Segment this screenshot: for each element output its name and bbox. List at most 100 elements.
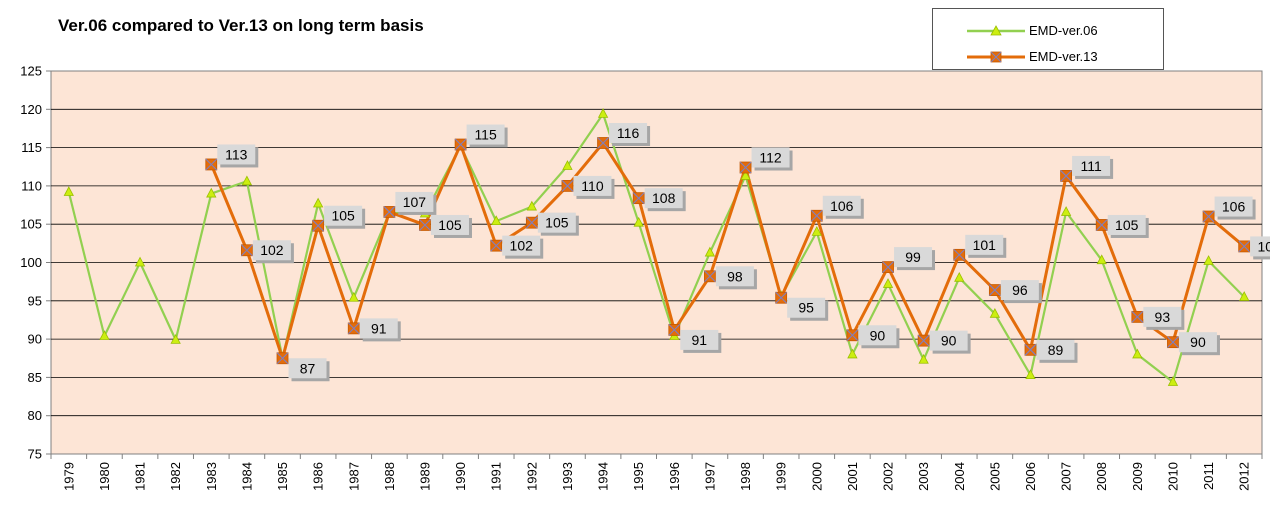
data-label-ver13-1992: 105 [537, 212, 579, 236]
data-label-ver13-1989: 105 [430, 214, 472, 238]
y-tick-label-120: 120 [20, 102, 42, 117]
svg-text:91: 91 [371, 320, 387, 336]
point-ver06-2008 [1096, 254, 1107, 265]
point-ver06-1981 [134, 256, 146, 267]
data-label-ver13-2010: 90 [1178, 332, 1220, 356]
point-ver06-1987 [348, 291, 359, 302]
y-tick-label-80: 80 [28, 408, 42, 423]
x-tick-label-1984: 1984 [239, 462, 254, 491]
x-tick-label-1990: 1990 [453, 462, 468, 491]
svg-text:111: 111 [1080, 158, 1101, 174]
chart-title: Ver.06 compared to Ver.13 on long term b… [58, 16, 424, 35]
svg-text:89: 89 [1048, 342, 1064, 358]
data-label-ver13-1995: 108 [644, 188, 686, 212]
data-label-ver13-1999: 95 [787, 297, 829, 321]
point-ver06-2000 [811, 226, 822, 236]
point-ver13-1991 [490, 239, 503, 252]
data-label-ver13-2002: 99 [894, 247, 936, 271]
svg-text:99: 99 [905, 249, 921, 265]
point-ver13-1990 [454, 138, 467, 151]
x-tick-label-1985: 1985 [275, 462, 290, 491]
x-tick-label-1991: 1991 [489, 462, 504, 491]
x-tick-label-2004: 2004 [952, 462, 967, 491]
legend-swatch-ver06 [967, 25, 1025, 36]
data-label-ver13-1987: 91 [359, 318, 401, 342]
data-label-ver13-1988: 107 [395, 191, 437, 215]
x-tick-label-1999: 1999 [774, 462, 789, 491]
x-tick-label-2005: 2005 [987, 462, 1002, 491]
data-labels: 113 102 87 105 91 107 105 115 102 105 110 116 108 91 9… [217, 123, 1270, 382]
point-ver06-2001 [847, 348, 858, 359]
svg-text:107: 107 [403, 194, 427, 210]
x-tick-label-1980: 1980 [97, 462, 112, 491]
point-ver06-1983 [206, 187, 217, 198]
point-ver06-1997 [704, 246, 716, 257]
point-ver06-1998 [740, 170, 751, 180]
point-ver13-1998 [739, 161, 752, 174]
point-ver13-2000 [810, 209, 823, 222]
legend-swatch-ver13 [967, 51, 1025, 63]
point-ver06-1979 [63, 186, 74, 196]
svg-text:106: 106 [1222, 199, 1246, 215]
svg-text:116: 116 [617, 125, 640, 141]
series-layer [63, 108, 1251, 386]
data-label-ver13-2007: 111 [1072, 155, 1114, 179]
x-tick-label-1998: 1998 [738, 462, 753, 491]
x-tick-label-2003: 2003 [916, 462, 931, 491]
point-ver13-2011 [1202, 210, 1215, 223]
x-tick-label-1981: 1981 [133, 462, 148, 491]
point-ver06-2002 [882, 278, 894, 288]
svg-text:90: 90 [1190, 334, 1206, 350]
data-label-ver13-1993: 110 [573, 175, 615, 199]
x-tick-label-2000: 2000 [809, 462, 824, 491]
svg-text:105: 105 [545, 215, 569, 231]
svg-text:102: 102 [510, 238, 534, 254]
series-line-ver06 [67, 112, 1245, 384]
point-ver13-1984 [240, 244, 253, 257]
x-tick-label-1982: 1982 [168, 462, 183, 491]
point-ver06-2003 [918, 353, 929, 364]
x-tick-label-1993: 1993 [560, 462, 575, 491]
point-ver13-2008 [1095, 219, 1108, 231]
x-tick-label-2006: 2006 [1023, 462, 1038, 491]
point-ver06-2010 [1167, 376, 1179, 386]
point-ver06-1980 [99, 330, 110, 340]
point-ver06-1991 [491, 215, 502, 226]
svg-text:112: 112 [759, 150, 782, 166]
x-tick-label-2012: 2012 [1237, 462, 1252, 491]
y-tick-label-100: 100 [20, 255, 42, 270]
point-ver06-2007 [1060, 206, 1072, 216]
point-ver06-1982 [170, 334, 181, 344]
svg-text:98: 98 [727, 268, 743, 284]
data-label-ver13-1997: 98 [715, 266, 757, 290]
svg-text:90: 90 [941, 333, 957, 349]
svg-text:101: 101 [973, 237, 997, 253]
y-tick-label-115: 115 [21, 140, 42, 155]
point-ver13-2004 [953, 248, 966, 261]
point-ver13-1986 [312, 219, 325, 232]
point-ver06-2005 [989, 307, 1001, 318]
data-label-ver13-2004: 101 [965, 234, 1007, 258]
point-ver06-2012 [1239, 291, 1250, 301]
data-label-ver13-1994: 116 [609, 123, 651, 147]
x-tick-label-2009: 2009 [1130, 462, 1145, 491]
x-tick-label-1979: 1979 [61, 462, 76, 491]
point-ver13-1993 [561, 179, 574, 192]
y-tick-label-110: 110 [21, 178, 42, 193]
data-label-ver13-2005: 96 [1000, 280, 1042, 304]
y-axis: 75 80 85 90 95 100 105 110 115 120 125 [20, 64, 51, 462]
point-ver13-1988 [383, 206, 396, 218]
data-label-ver13-1985: 87 [288, 358, 330, 382]
legend-label-ver13: EMD-ver.13 [1029, 49, 1098, 64]
point-ver13-1994 [597, 137, 609, 149]
point-ver13-2009 [1131, 310, 1144, 323]
x-tick-label-1986: 1986 [311, 462, 326, 491]
data-label-ver13-2012: 102 [1250, 236, 1270, 260]
x-tick-label-2002: 2002 [881, 462, 896, 491]
series-line-ver13 [209, 141, 1246, 360]
point-ver13-2006 [1024, 343, 1037, 356]
data-label-ver13-2001: 90 [858, 325, 900, 349]
svg-text:105: 105 [1115, 217, 1139, 233]
svg-text:108: 108 [652, 190, 676, 206]
legend-label-ver06: EMD-ver.06 [1029, 23, 1098, 38]
